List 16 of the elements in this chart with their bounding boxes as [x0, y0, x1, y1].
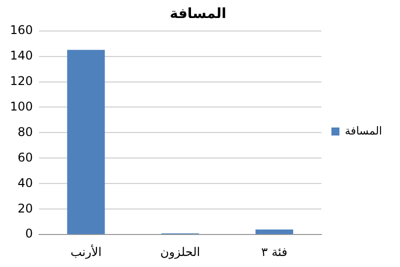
- y-tick-label: 120: [10, 74, 33, 88]
- legend-label: المسافة: [344, 124, 382, 138]
- bar: [255, 230, 294, 234]
- y-tick-label: 140: [10, 48, 33, 62]
- chart-title: المسافة: [170, 6, 226, 22]
- y-tick-label: 20: [18, 201, 33, 216]
- y-tick-label: 160: [10, 22, 33, 37]
- x-tick-label: الحلزون: [160, 244, 200, 259]
- bar: [67, 50, 105, 234]
- x-tick-label: فئة ٣: [261, 244, 288, 259]
- y-tick-label: 80: [18, 124, 33, 139]
- y-tick-label: 60: [18, 150, 33, 164]
- y-tick-label: 100: [10, 99, 33, 114]
- x-tick-label: الأرنب: [70, 244, 102, 259]
- y-tick-label: 40: [18, 176, 33, 190]
- y-tick-label: 0: [25, 226, 33, 241]
